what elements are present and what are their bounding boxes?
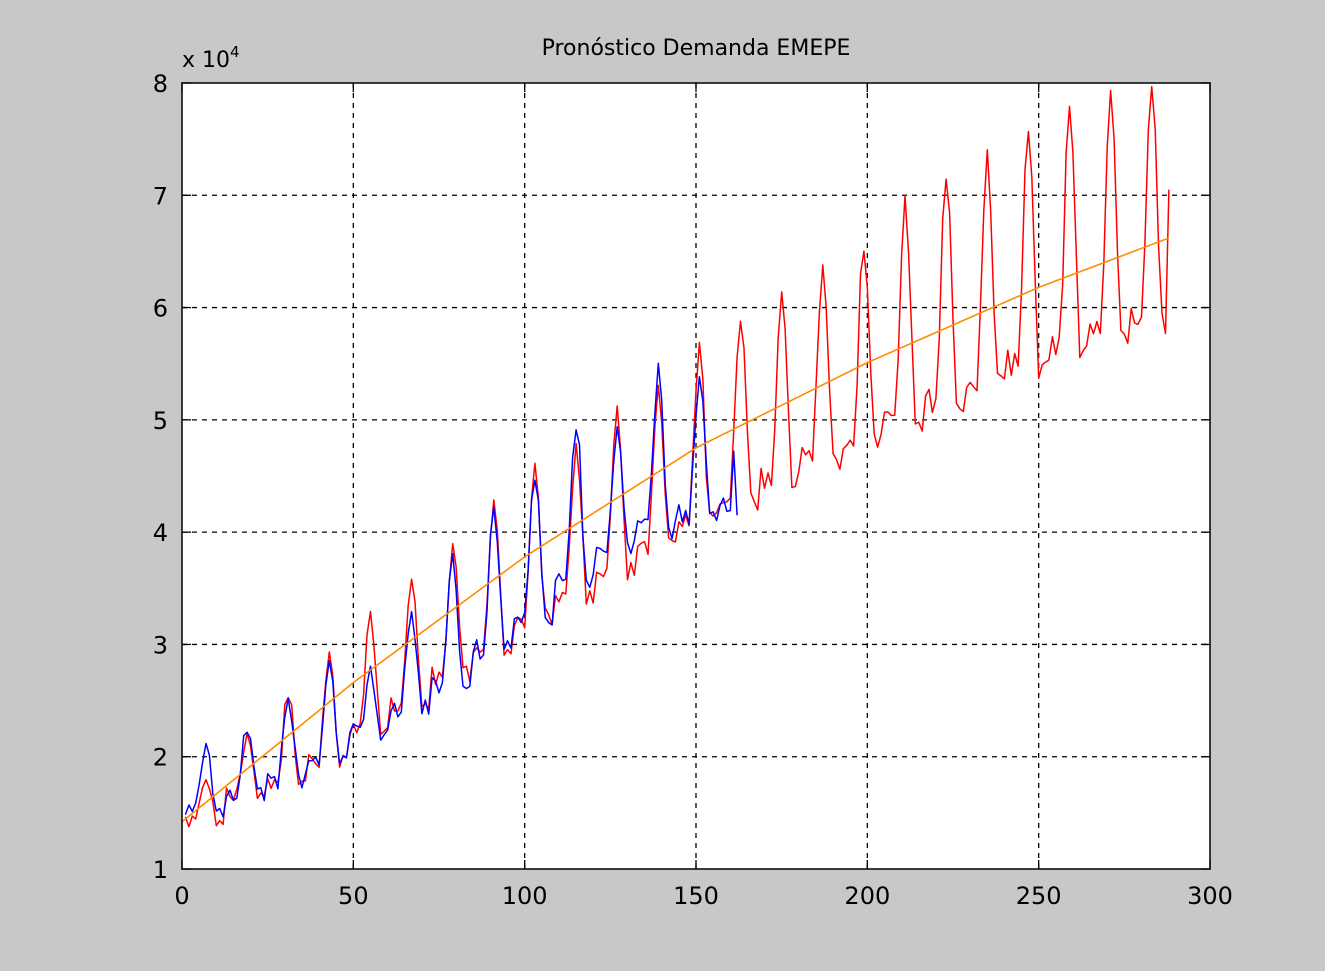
y-tick-label: 3 <box>153 631 168 659</box>
series-lines <box>181 85 1170 828</box>
x-tick-label: 150 <box>673 882 719 910</box>
series-line-3 <box>181 237 1170 823</box>
y-tick-label: 4 <box>153 519 168 547</box>
y-tick-label: 2 <box>153 744 168 772</box>
x-tick-label: 0 <box>174 882 189 910</box>
x-tick-label: 300 <box>1187 882 1233 910</box>
series-line-2 <box>184 362 738 818</box>
y-axis-multiplier-exponent: 4 <box>230 43 240 61</box>
y-tick-label: 7 <box>153 182 168 210</box>
axis-ticks: 0 50 100 150 200 250 300 1 2 3 4 5 6 7 8 <box>153 70 1233 910</box>
y-tick-label: 6 <box>153 295 168 323</box>
x-tick-label: 200 <box>844 882 890 910</box>
y-tick-label: 8 <box>153 70 168 98</box>
y-axis-multiplier-base: x 10 <box>182 48 230 73</box>
y-tick-label: 5 <box>153 407 168 435</box>
y-axis-multiplier: x 104 <box>182 43 240 73</box>
chart-title: Pronóstico Demanda EMEPE <box>542 36 851 61</box>
x-tick-label: 50 <box>338 882 369 910</box>
x-tick-label: 100 <box>502 882 548 910</box>
y-tick-label: 1 <box>153 856 168 884</box>
x-tick-label: 250 <box>1016 882 1062 910</box>
